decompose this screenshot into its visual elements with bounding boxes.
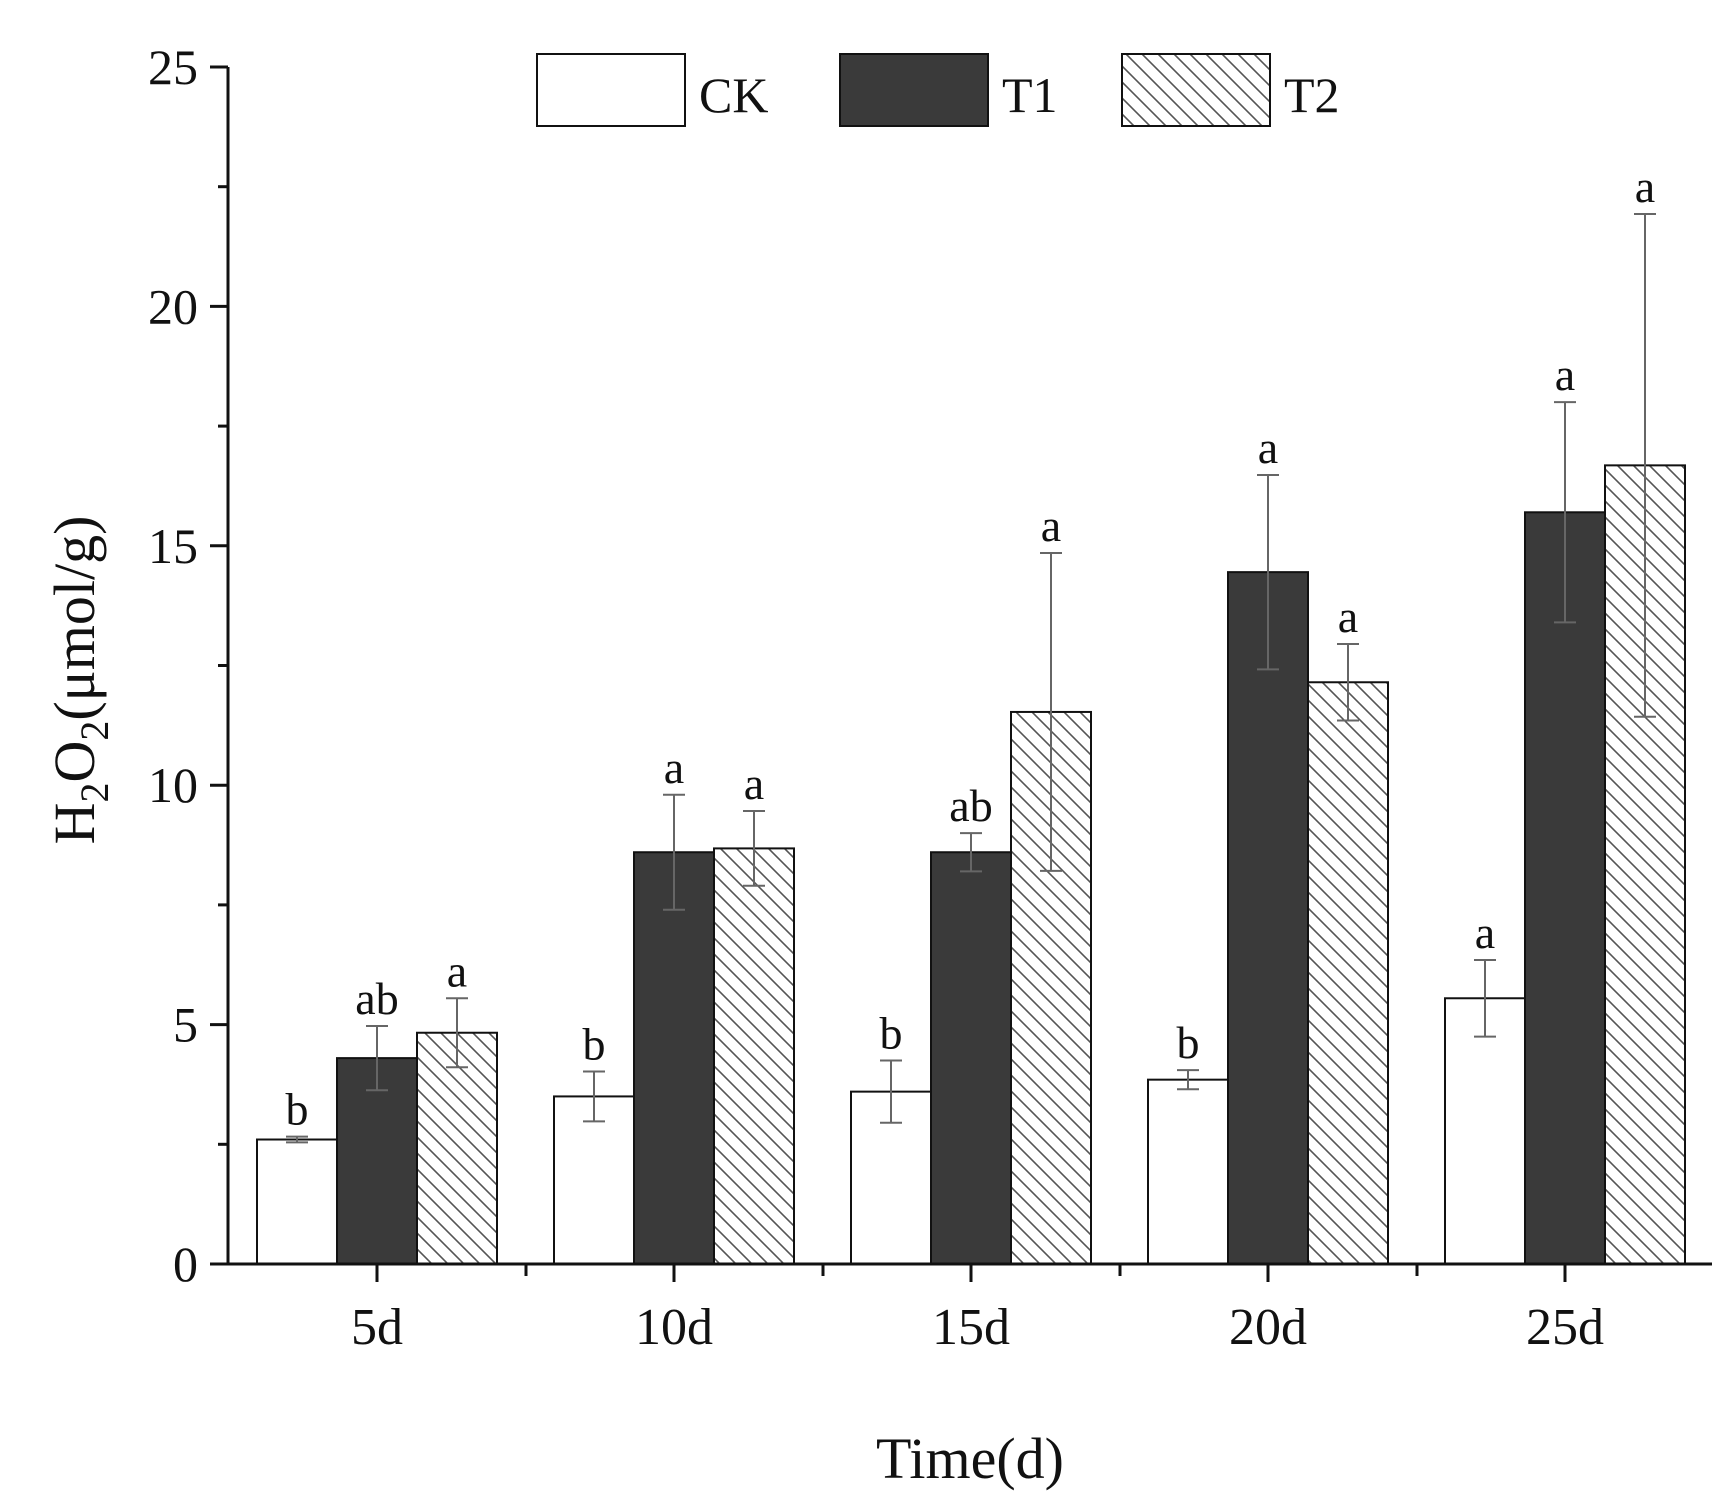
x-tick-label-20d: 20d bbox=[1229, 1299, 1307, 1356]
bar-t2-10d bbox=[713, 847, 795, 1265]
legend-label-ck: CK bbox=[699, 67, 768, 123]
error-bar-t1-15d bbox=[960, 832, 982, 873]
bar-ck-25d bbox=[1444, 997, 1526, 1265]
bar-t1-15d bbox=[930, 851, 1012, 1265]
error-bar-t2-15d bbox=[1040, 551, 1062, 872]
x-tick-label-25d: 25d bbox=[1526, 1299, 1604, 1356]
bar-t1-5d bbox=[336, 1057, 418, 1265]
significance-letter-ck-5d: b bbox=[286, 1084, 309, 1135]
significance-letter-t2-15d: a bbox=[1041, 500, 1061, 551]
error-bar-t2-10d bbox=[743, 810, 765, 887]
significance-letter-t1-25d: a bbox=[1555, 349, 1575, 400]
error-bar-ck-10d bbox=[583, 1070, 605, 1123]
error-bar-t2-5d bbox=[446, 997, 468, 1069]
y-axis-title: H2O2(μmol/g) bbox=[42, 516, 117, 845]
legend: CK T1 T2 bbox=[536, 53, 1340, 127]
significance-letter-t1-20d: a bbox=[1258, 422, 1278, 473]
error-bar-ck-20d bbox=[1177, 1069, 1199, 1091]
error-bar-ck-5d bbox=[286, 1135, 308, 1144]
legend-swatch-ck bbox=[536, 53, 686, 127]
bar-ck-5d bbox=[256, 1138, 338, 1265]
significance-letter-t1-5d: ab bbox=[355, 973, 398, 1024]
error-bar-t2-20d bbox=[1337, 642, 1359, 722]
y-tick-label-15: 15 bbox=[148, 518, 198, 574]
error-bar-ck-25d bbox=[1474, 958, 1496, 1038]
error-bar-t1-10d bbox=[663, 793, 685, 911]
significance-letter-ck-25d: a bbox=[1475, 907, 1495, 958]
significance-letter-ck-10d: b bbox=[583, 1019, 606, 1070]
y-tick-label-20: 20 bbox=[148, 278, 198, 334]
bar-ck-20d bbox=[1147, 1078, 1229, 1265]
error-bar-t1-20d bbox=[1257, 473, 1279, 671]
x-tick-label-5d: 5d bbox=[351, 1299, 403, 1356]
bar-ck-10d bbox=[553, 1095, 635, 1266]
bars-layer bbox=[256, 464, 1686, 1266]
y-tick-label-10: 10 bbox=[148, 757, 198, 813]
significance-letter-t2-25d: a bbox=[1635, 161, 1655, 212]
x-tick-label-15d: 15d bbox=[932, 1299, 1010, 1356]
x-axis-title: Time(d) bbox=[876, 1426, 1064, 1491]
significance-letter-t1-15d: ab bbox=[949, 780, 992, 831]
significance-letter-t2-5d: a bbox=[447, 945, 467, 996]
error-bar-ck-15d bbox=[880, 1059, 902, 1124]
bar-t2-20d bbox=[1307, 681, 1389, 1265]
bar-t1-20d bbox=[1227, 571, 1309, 1265]
bar-t1-25d bbox=[1524, 511, 1606, 1265]
legend-swatch-t2 bbox=[1121, 53, 1271, 127]
legend-label-t2: T2 bbox=[1284, 67, 1340, 123]
legend-label-t1: T1 bbox=[1002, 67, 1058, 123]
y-tick-label-0: 0 bbox=[173, 1236, 198, 1292]
bar-t1-10d bbox=[633, 851, 715, 1265]
error-bar-t1-5d bbox=[366, 1025, 388, 1092]
y-tick-label-25: 25 bbox=[148, 39, 198, 95]
significance-letter-t2-10d: a bbox=[744, 758, 764, 809]
x-tick-label-10d: 10d bbox=[635, 1299, 713, 1356]
significance-letter-ck-20d: b bbox=[1177, 1017, 1200, 1068]
error-bar-t1-25d bbox=[1554, 401, 1576, 624]
error-bars-layer bbox=[286, 212, 1656, 1144]
significance-letter-t2-20d: a bbox=[1338, 591, 1358, 642]
axes-layer: 0 5 10 15 20 25 5d 10d 15d 20d 25d bbox=[148, 39, 1712, 1356]
bar-t2-5d bbox=[416, 1031, 498, 1266]
significance-letter-t1-10d: a bbox=[664, 742, 684, 793]
y-tick-label-5: 5 bbox=[173, 997, 198, 1053]
legend-swatch-t1 bbox=[839, 53, 989, 127]
significance-letter-ck-15d: b bbox=[880, 1008, 903, 1059]
error-bar-t2-25d bbox=[1634, 212, 1656, 718]
